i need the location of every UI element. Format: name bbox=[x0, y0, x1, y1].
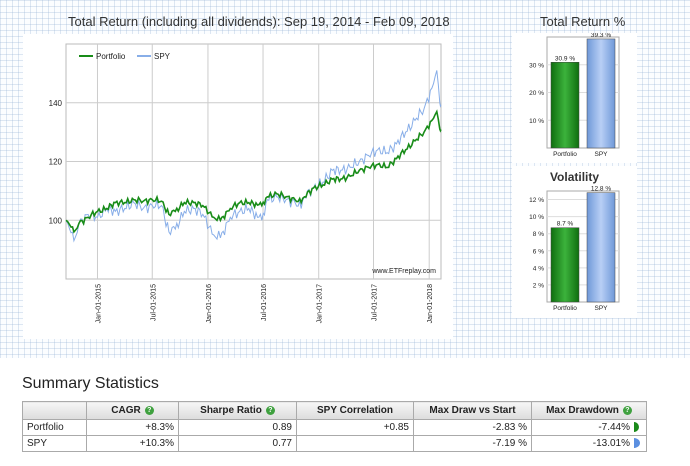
y-tick-label: 10 % bbox=[529, 214, 544, 221]
cagr-value: +8.3% bbox=[86, 419, 179, 436]
x-tick-label: Jul-01-2017 bbox=[372, 284, 379, 321]
bar-portfolio bbox=[550, 62, 580, 149]
watermark: www.ETFreplay.com bbox=[371, 268, 436, 275]
header-max-draw-vs-start: Max Draw vs Start bbox=[413, 401, 532, 420]
total-return-panel: 10 % 20 % 30 % 30.9 % Portfolio 39.3 % SPY bbox=[512, 32, 637, 163]
help-icon[interactable]: ? bbox=[144, 405, 154, 415]
table-row: Portfolio +8.3% 0.89 +0.85 -2.83 % -7.44… bbox=[22, 419, 647, 436]
draw-vs-start-value: -2.83 % bbox=[413, 419, 532, 436]
x-tick-label: Jan-01-2016 bbox=[206, 284, 213, 323]
main-line-chart: 100 120 140 Jan-01-2015 Jul-01-2015 Jan-01-20… bbox=[49, 43, 442, 323]
volatility-panel: Volatility 2 % 4 % 6 % 8 % 10 % 12 % 8.7 % Port… bbox=[512, 166, 637, 318]
y-tick-label: 8 % bbox=[533, 231, 544, 238]
y-tick-label: 120 bbox=[49, 158, 63, 167]
category-label: SPY bbox=[594, 305, 608, 312]
table-row: SPY +10.3% 0.77 -7.19 % -13.01% bbox=[22, 435, 647, 452]
y-tick-label: 4 % bbox=[533, 265, 544, 272]
legend: Portfolio SPY bbox=[79, 52, 171, 61]
header-cagr: CAGR? bbox=[86, 401, 179, 420]
total-return-title: Total Return % bbox=[540, 14, 626, 29]
max-drawdown-cell: -7.44% bbox=[531, 419, 647, 436]
bar-spy bbox=[586, 38, 616, 149]
row-name: Portfolio bbox=[22, 419, 87, 436]
series-line-spy bbox=[65, 70, 442, 243]
y-tick-label: 100 bbox=[49, 216, 63, 225]
main-chart-title: Total Return (including all dividends): … bbox=[68, 14, 450, 29]
series-line-portfolio bbox=[65, 109, 442, 234]
category-label: Portfolio bbox=[553, 151, 577, 158]
summary-header-row: CAGR? Sharpe Ratio? SPY Correlation Max … bbox=[22, 401, 647, 420]
max-drawdown-cell: -13.01% bbox=[531, 435, 647, 452]
y-tick-label: 140 bbox=[49, 99, 63, 108]
bar-data-label: 39.3 % bbox=[591, 33, 611, 39]
correlation-value: +0.85 bbox=[296, 419, 414, 436]
total-return-bar-chart: 10 % 20 % 30 % 30.9 % Portfolio 39.3 % SPY bbox=[529, 32, 620, 158]
bar-data-label: 12.8 % bbox=[591, 186, 611, 193]
bar-portfolio bbox=[550, 227, 580, 303]
draw-vs-start-value: -7.19 % bbox=[413, 435, 532, 452]
header-sharpe-ratio: Sharpe Ratio? bbox=[178, 401, 297, 420]
y-tick-label: 6 % bbox=[533, 248, 544, 255]
main-chart-panel: 100 120 140 Jan-01-2015 Jul-01-2015 Jan-01-20… bbox=[23, 34, 453, 339]
legend-label-spy: SPY bbox=[154, 52, 171, 61]
help-icon[interactable]: ? bbox=[265, 405, 275, 415]
x-tick-label: Jul-01-2015 bbox=[150, 284, 157, 321]
volatility-title: Volatility bbox=[549, 170, 600, 184]
category-label: SPY bbox=[594, 151, 608, 158]
y-tick-label: 2 % bbox=[533, 282, 544, 289]
y-tick-label: 12 % bbox=[529, 197, 544, 204]
y-tick-label: 20 % bbox=[529, 90, 544, 97]
drawdown-pie-icon bbox=[634, 422, 639, 433]
legend-label-portfolio: Portfolio bbox=[96, 52, 126, 61]
volatility-bar-chart: 2 % 4 % 6 % 8 % 10 % 12 % 8.7 % Portfolio 12.8 %… bbox=[529, 186, 620, 312]
header-spy-correlation: SPY Correlation bbox=[296, 401, 414, 420]
x-tick-label: Jan-01-2017 bbox=[317, 284, 324, 323]
drawdown-pie-icon bbox=[634, 438, 640, 449]
header-max-drawdown: Max Drawdown? bbox=[531, 401, 647, 420]
x-tick-label: Jan-01-2015 bbox=[95, 284, 102, 323]
sharpe-value: 0.89 bbox=[178, 419, 297, 436]
x-tick-label: Jan-01-2018 bbox=[427, 284, 434, 323]
summary-title: Summary Statistics bbox=[22, 375, 159, 392]
y-tick-label: 30 % bbox=[529, 62, 544, 69]
cagr-value: +10.3% bbox=[86, 435, 179, 452]
help-icon[interactable]: ? bbox=[622, 405, 632, 415]
summary-table: CAGR? Sharpe Ratio? SPY Correlation Max … bbox=[22, 401, 647, 452]
bar-spy bbox=[586, 192, 616, 303]
max-drawdown-value: -13.01% bbox=[592, 438, 630, 449]
header-blank bbox=[22, 401, 87, 420]
y-tick-label: 10 % bbox=[529, 118, 544, 125]
x-tick-label: Jul-01-2016 bbox=[261, 284, 268, 321]
category-label: Portfolio bbox=[553, 305, 577, 312]
max-drawdown-value: -7.44% bbox=[598, 422, 630, 433]
row-name: SPY bbox=[22, 435, 87, 452]
bar-data-label: 8.7 % bbox=[557, 221, 574, 228]
bar-data-label: 30.9 % bbox=[555, 55, 575, 62]
correlation-value bbox=[296, 435, 414, 452]
sharpe-value: 0.77 bbox=[178, 435, 297, 452]
